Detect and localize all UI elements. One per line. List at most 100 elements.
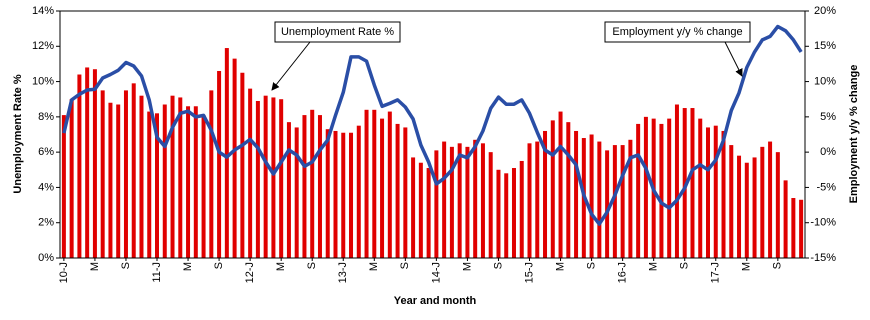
bar — [504, 173, 509, 258]
x-tick-label: 13-J — [337, 262, 349, 283]
bar — [519, 160, 524, 258]
x-tick-label: M — [182, 262, 194, 271]
bar — [783, 180, 788, 258]
bar — [527, 143, 532, 258]
y-axis-title: Unemployment Rate % — [12, 74, 24, 193]
bar — [775, 152, 780, 258]
x-tick-label: M — [648, 262, 660, 271]
y2-tick-label: -15% — [810, 252, 836, 264]
x-tick-label: 11-J — [151, 262, 163, 283]
line — [62, 24, 803, 226]
bar — [364, 109, 369, 258]
bar — [395, 123, 400, 259]
y2-tick-label: 5% — [820, 111, 836, 123]
bar — [317, 115, 322, 258]
bar — [597, 141, 602, 258]
x-tick-label: S — [679, 262, 691, 269]
bar — [139, 95, 144, 258]
x-tick-label: M — [89, 262, 101, 271]
bar — [480, 143, 485, 258]
bar — [698, 118, 703, 258]
bar — [69, 99, 74, 258]
y-tick-label: 10% — [32, 75, 54, 87]
bar — [558, 111, 563, 258]
bar — [737, 155, 742, 258]
x-tick-label: S — [213, 262, 225, 269]
bar — [589, 134, 594, 258]
x-tick-label: M — [554, 262, 566, 271]
x-tick-label: S — [306, 262, 318, 269]
bar — [457, 143, 462, 258]
x-tick-label: M — [275, 262, 287, 271]
bar — [729, 145, 734, 258]
bar — [271, 97, 276, 258]
bar — [387, 111, 392, 258]
bar — [713, 125, 718, 258]
x-tick-label: M — [368, 262, 380, 271]
bar — [605, 150, 610, 258]
x-tick-label: S — [120, 262, 132, 269]
bar — [61, 115, 66, 258]
bar — [310, 109, 315, 258]
x-tick-label: 17-J — [710, 262, 722, 283]
bar — [286, 122, 291, 259]
bar — [209, 90, 214, 259]
y2-axis-title: Employment y/y % change — [848, 65, 860, 204]
bar — [294, 127, 299, 258]
bar — [659, 123, 664, 259]
bar — [705, 127, 710, 258]
bar — [752, 157, 757, 258]
bar — [535, 141, 540, 258]
bar — [162, 104, 167, 258]
bar — [147, 111, 152, 258]
bar — [434, 150, 439, 258]
y-tick-label: 4% — [38, 181, 54, 193]
annotation: Unemployment Rate % — [281, 26, 394, 38]
bar — [201, 115, 206, 258]
annotation-box — [604, 21, 751, 43]
bar — [77, 74, 82, 258]
plot-frame — [59, 10, 806, 259]
y2-tick-label: -5% — [816, 181, 836, 193]
bar — [155, 113, 160, 258]
bar — [667, 118, 672, 258]
bar — [170, 95, 175, 258]
x-tick-label: S — [772, 262, 784, 269]
x-tick-label: 10-J — [58, 262, 70, 283]
bar — [449, 146, 454, 258]
y-tick-label: 0% — [38, 252, 54, 264]
x-tick-label: M — [461, 262, 473, 271]
bar — [403, 127, 408, 258]
bar — [442, 141, 447, 258]
bar — [333, 130, 338, 258]
bar — [682, 108, 687, 259]
bar — [628, 139, 633, 258]
bar — [325, 129, 330, 258]
y-tick-label: 2% — [38, 217, 54, 229]
bar — [186, 106, 191, 259]
bar — [473, 139, 478, 258]
bar — [768, 141, 773, 258]
x-axis-title: Year and month — [394, 295, 477, 307]
bar — [620, 145, 625, 258]
x-tick-label: S — [492, 262, 504, 269]
annotation-arrow — [271, 41, 311, 91]
bar — [799, 199, 804, 258]
bar — [108, 102, 113, 258]
bar — [612, 145, 617, 258]
bar — [123, 90, 128, 259]
bar — [349, 132, 354, 258]
x-tick-label: 16-J — [617, 262, 629, 283]
bar — [496, 169, 501, 258]
bar — [760, 146, 765, 258]
y-tick-label: 14% — [32, 5, 54, 17]
bar — [488, 152, 493, 258]
bar — [550, 120, 555, 258]
bar — [566, 122, 571, 259]
bar — [116, 104, 121, 258]
y2-tick-label: 15% — [814, 40, 836, 52]
y-tick-label: 8% — [38, 111, 54, 123]
annotation-arrow — [724, 41, 743, 77]
bar — [574, 130, 579, 258]
bar — [380, 118, 385, 258]
